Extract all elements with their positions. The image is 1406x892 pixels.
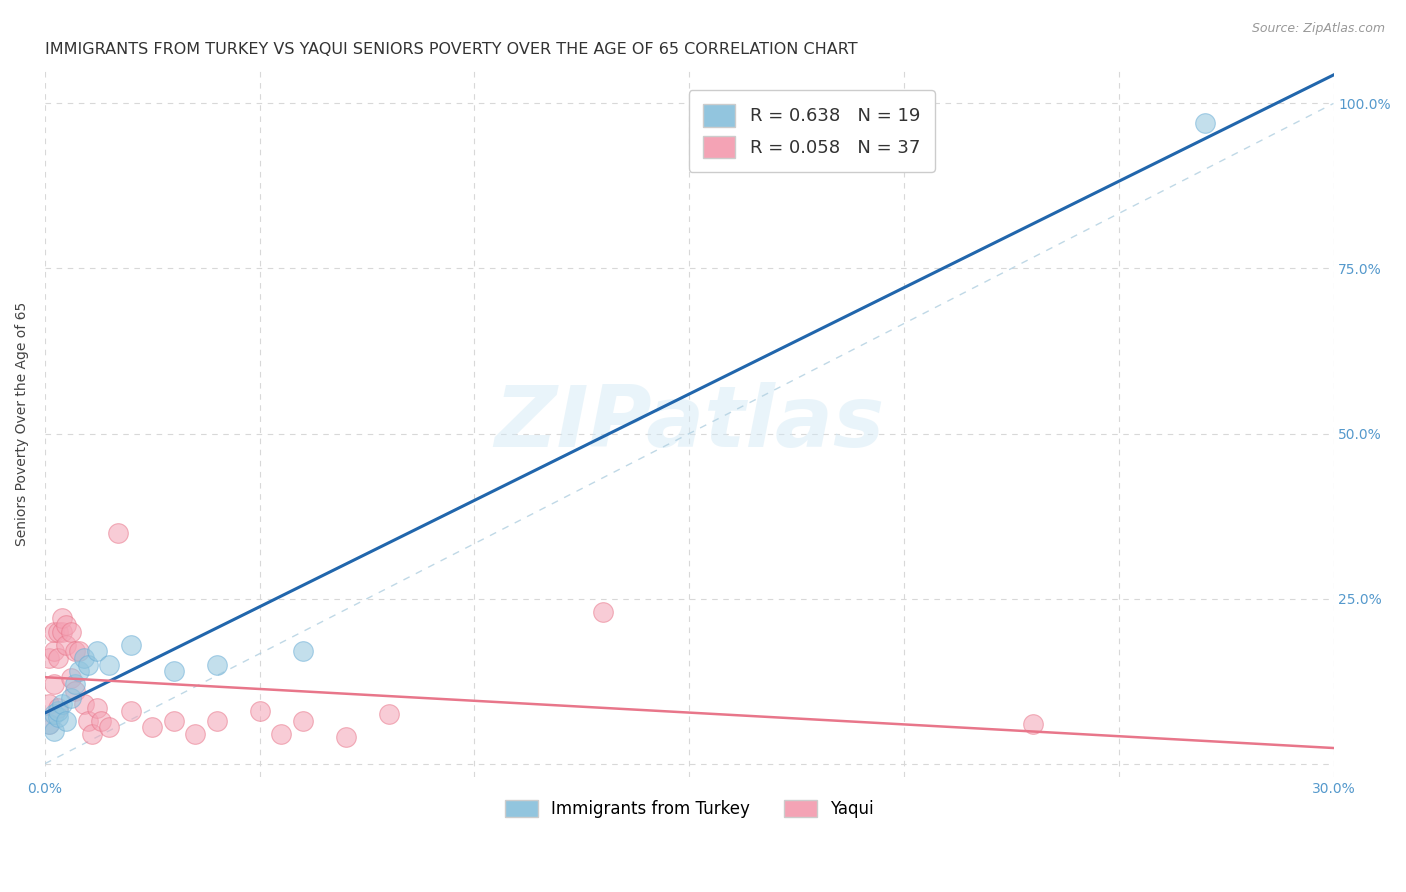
Point xyxy=(55,618,77,632)
Y-axis label: Seniors Poverty Over the Age of 65: Seniors Poverty Over the Age of 65 xyxy=(15,301,30,546)
Point xyxy=(184,727,207,741)
Point xyxy=(77,714,100,728)
Point xyxy=(335,731,357,745)
Point xyxy=(46,710,69,724)
Point xyxy=(51,611,73,625)
Point xyxy=(42,707,65,722)
Point xyxy=(42,624,65,639)
Point xyxy=(72,651,94,665)
Text: ZIPatlas: ZIPatlas xyxy=(494,382,884,465)
Point xyxy=(1022,717,1045,731)
Point xyxy=(291,644,314,658)
Point xyxy=(59,671,82,685)
Point xyxy=(38,717,60,731)
Point xyxy=(249,704,271,718)
Point xyxy=(46,624,69,639)
Point xyxy=(42,677,65,691)
Point xyxy=(51,698,73,712)
Point xyxy=(163,665,186,679)
Point xyxy=(1194,116,1216,130)
Point xyxy=(205,657,228,672)
Point xyxy=(63,644,86,658)
Point xyxy=(72,698,94,712)
Point xyxy=(38,717,60,731)
Point xyxy=(59,624,82,639)
Point xyxy=(592,605,614,619)
Point xyxy=(107,525,129,540)
Point xyxy=(63,684,86,698)
Point xyxy=(377,707,399,722)
Point xyxy=(46,704,69,718)
Point xyxy=(51,624,73,639)
Point xyxy=(86,700,108,714)
Point xyxy=(63,677,86,691)
Point xyxy=(67,665,90,679)
Point xyxy=(90,714,112,728)
Point xyxy=(46,700,69,714)
Text: IMMIGRANTS FROM TURKEY VS YAQUI SENIORS POVERTY OVER THE AGE OF 65 CORRELATION C: IMMIGRANTS FROM TURKEY VS YAQUI SENIORS … xyxy=(45,42,858,57)
Point xyxy=(38,698,60,712)
Point xyxy=(38,651,60,665)
Point xyxy=(291,714,314,728)
Point xyxy=(55,638,77,652)
Legend: Immigrants from Turkey, Yaqui: Immigrants from Turkey, Yaqui xyxy=(498,794,880,825)
Point xyxy=(98,720,121,734)
Point xyxy=(67,644,90,658)
Point xyxy=(120,704,142,718)
Point xyxy=(55,714,77,728)
Point xyxy=(82,727,104,741)
Text: Source: ZipAtlas.com: Source: ZipAtlas.com xyxy=(1251,22,1385,36)
Point xyxy=(141,720,163,734)
Point xyxy=(205,714,228,728)
Point xyxy=(46,651,69,665)
Point xyxy=(42,644,65,658)
Point xyxy=(86,644,108,658)
Point xyxy=(98,657,121,672)
Point xyxy=(42,723,65,738)
Point xyxy=(77,657,100,672)
Point xyxy=(120,638,142,652)
Point xyxy=(270,727,292,741)
Point xyxy=(59,690,82,705)
Point xyxy=(163,714,186,728)
